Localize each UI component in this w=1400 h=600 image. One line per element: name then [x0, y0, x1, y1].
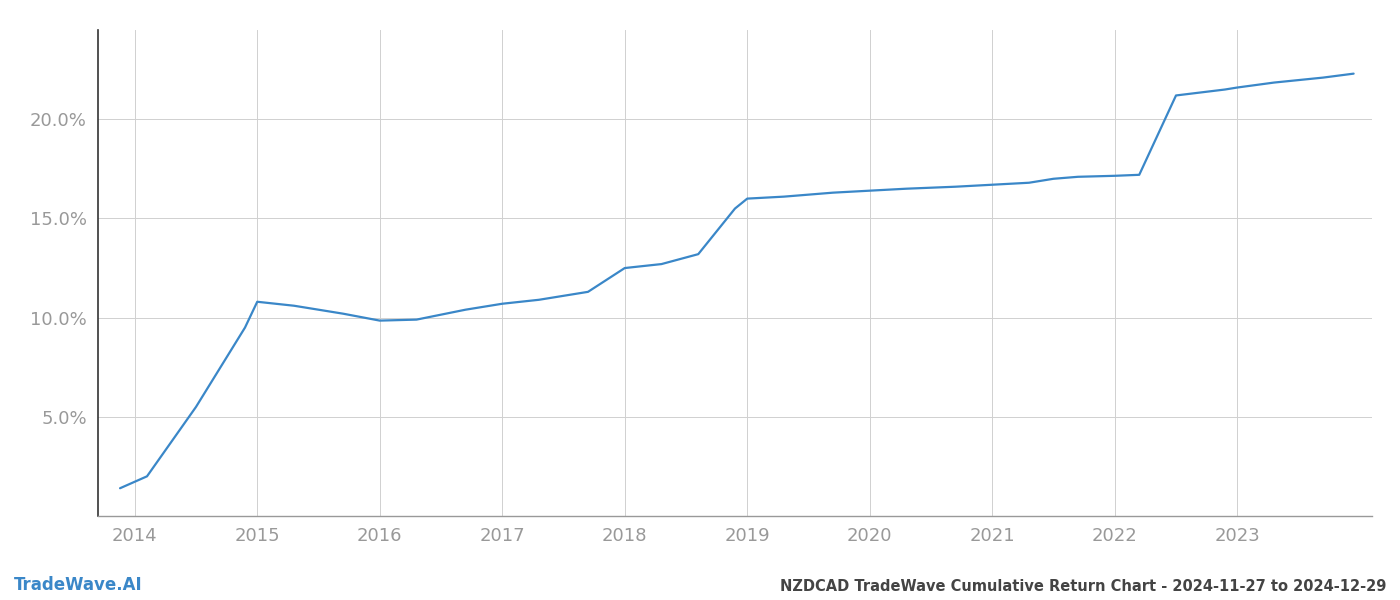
Text: NZDCAD TradeWave Cumulative Return Chart - 2024-11-27 to 2024-12-29: NZDCAD TradeWave Cumulative Return Chart… — [780, 579, 1386, 594]
Text: TradeWave.AI: TradeWave.AI — [14, 576, 143, 594]
